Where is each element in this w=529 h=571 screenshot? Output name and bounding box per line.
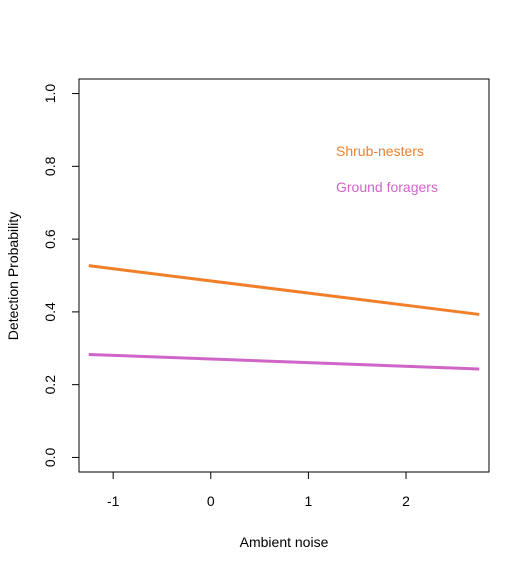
x-tick-label: 1 [305, 493, 313, 509]
legend: Shrub-nesters Ground foragers [336, 143, 438, 195]
x-tick-label: -1 [107, 493, 120, 509]
y-tick-label: 1.0 [42, 84, 58, 104]
x-axis-label: Ambient noise [240, 534, 329, 550]
y-axis-label: Detection Probability [5, 212, 21, 340]
legend-entry-2: Ground foragers [336, 179, 438, 195]
y-tick-label: 0.0 [42, 448, 58, 468]
x-tick-label: 0 [207, 493, 215, 509]
plot-frame [78, 78, 490, 473]
y-tick-label: 0.2 [42, 375, 58, 395]
x-axis: -1 0 1 2 [107, 471, 410, 509]
x-tick-label: 2 [402, 493, 410, 509]
series-line-2 [88, 352, 480, 371]
series-line-1 [88, 264, 480, 316]
series-layer [88, 264, 480, 371]
y-axis: 0.0 0.2 0.4 0.6 0.8 1.0 [42, 84, 79, 468]
y-tick-label: 0.8 [42, 156, 58, 176]
y-tick-label: 0.4 [42, 302, 58, 322]
y-tick-label: 0.6 [42, 229, 58, 249]
legend-entry-1: Shrub-nesters [336, 143, 424, 159]
